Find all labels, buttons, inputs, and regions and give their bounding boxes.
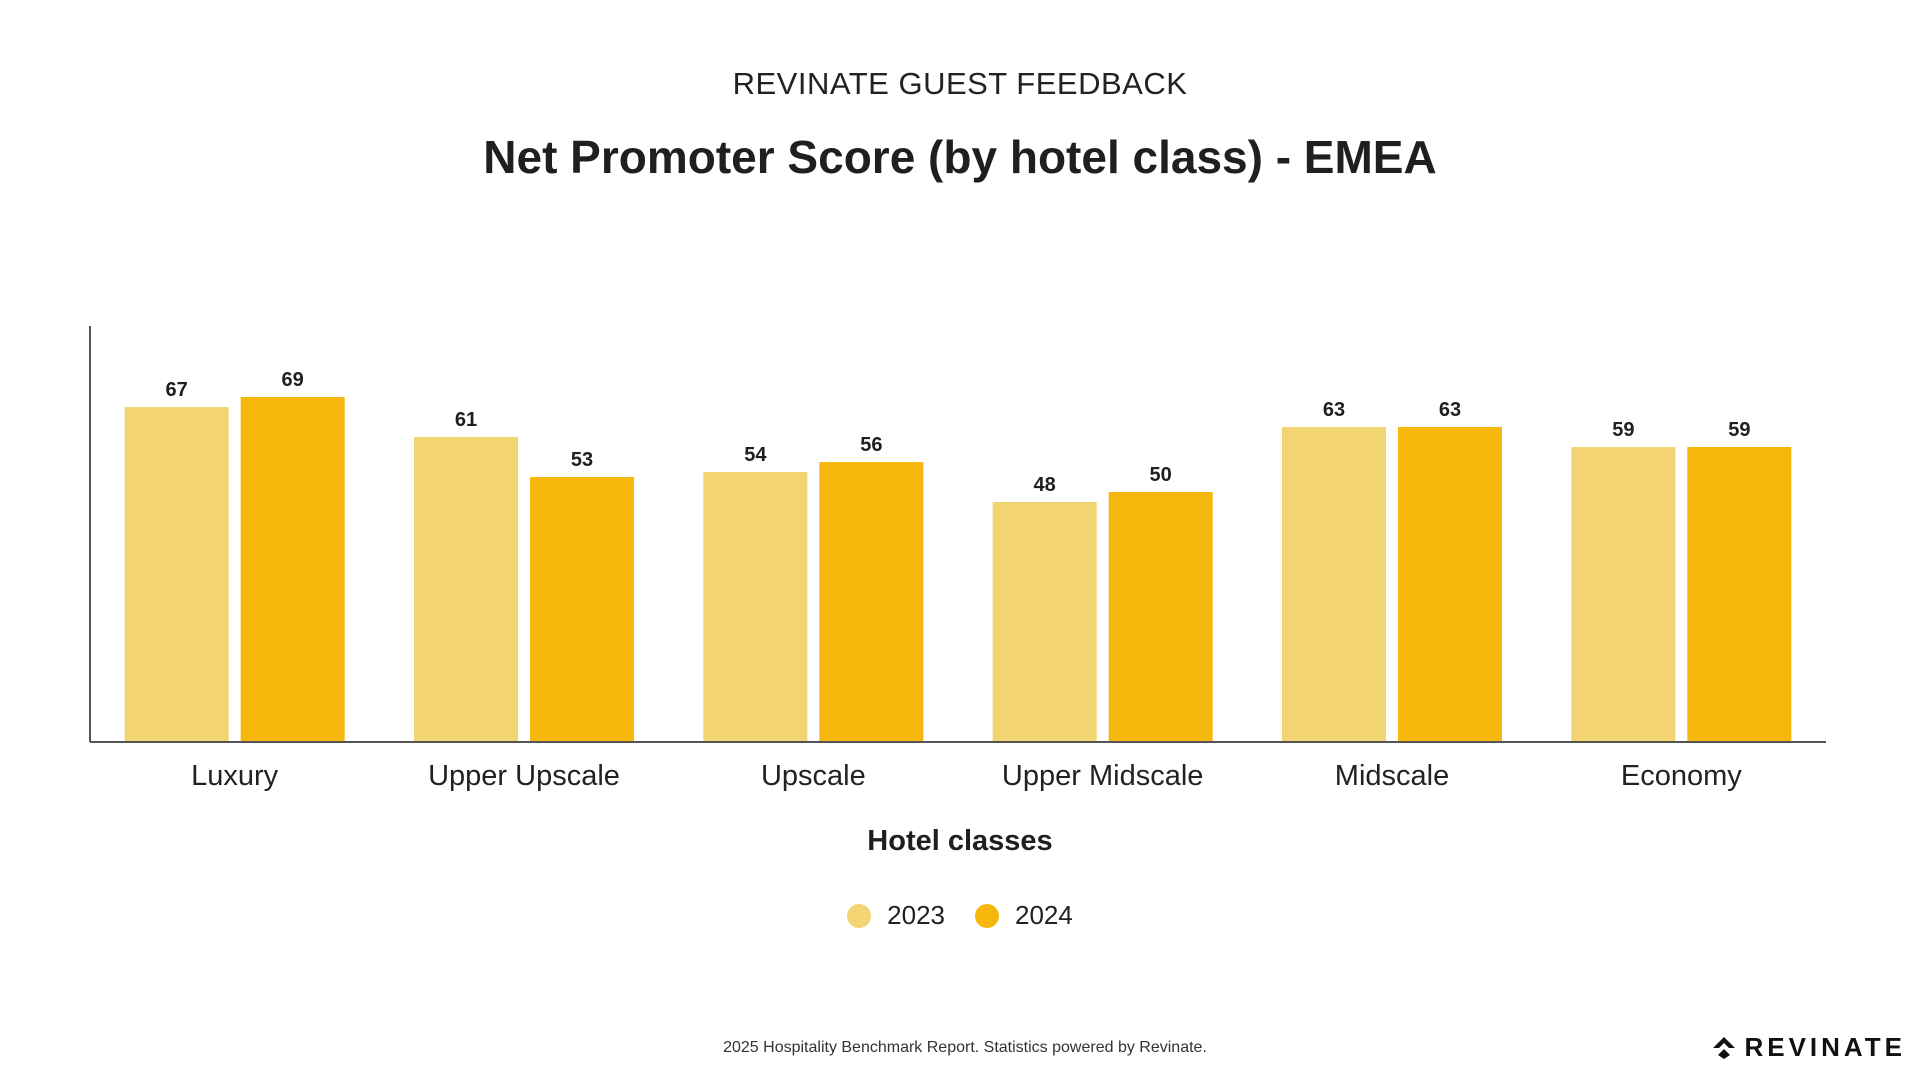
legend: 2023 2024 <box>0 900 1920 931</box>
legend-label-2024: 2024 <box>1015 900 1073 930</box>
data-label-upper-midscale-2023: 48 <box>1034 474 1056 496</box>
bar-luxury-2024 <box>240 397 345 742</box>
data-label-luxury-2024: 69 <box>282 369 304 391</box>
bar-upper-midscale-2023 <box>992 502 1097 742</box>
data-label-upper-upscale-2024: 53 <box>571 449 593 471</box>
bar-upper-midscale-2024 <box>1108 492 1213 742</box>
data-label-luxury-2023: 67 <box>166 379 188 401</box>
x-axis-label: Hotel classes <box>867 825 1053 857</box>
bar-economy-2024 <box>1687 447 1792 742</box>
bars-group: 67 69 61 53 54 56 48 50 63 63 59 59 <box>124 369 1792 742</box>
bar-midscale-2024 <box>1398 427 1502 742</box>
bar-midscale-2023 <box>1282 427 1386 742</box>
bar-upscale-2023 <box>703 472 808 742</box>
data-label-midscale-2023: 63 <box>1323 399 1345 421</box>
data-label-economy-2023: 59 <box>1612 419 1634 441</box>
bar-luxury-2023 <box>124 407 229 742</box>
x-tick-label-midscale: Midscale <box>1335 760 1449 792</box>
legend-label-2023: 2023 <box>887 900 945 930</box>
logo-text: REVINATE <box>1744 1032 1906 1062</box>
bar-upper-upscale-2024 <box>530 477 634 742</box>
data-label-upper-midscale-2024: 50 <box>1150 464 1172 486</box>
data-label-upscale-2024: 56 <box>860 434 882 456</box>
chart-title: Net Promoter Score (by hotel class) - EM… <box>483 131 1437 183</box>
legend-item-2023: 2023 <box>847 900 945 931</box>
legend-swatch-2024 <box>975 903 999 928</box>
chart-supertitle: REVINATE GUEST FEEDBACK <box>732 66 1188 101</box>
x-tick-label-economy: Economy <box>1621 760 1742 792</box>
legend-item-2024: 2024 <box>975 900 1073 931</box>
x-tick-label-luxury: Luxury <box>191 760 279 792</box>
revinate-logo: REVINATE <box>1712 1032 1906 1063</box>
legend-swatch-2023 <box>847 903 872 928</box>
axes-group: Luxury Upper Upscale Upscale Upper Midscale… <box>89 326 1826 792</box>
x-tick-label-upper-midscale: Upper Midscale <box>1002 760 1203 792</box>
footer-note: 2025 Hospitality Benchmark Report. Stati… <box>723 1039 1207 1056</box>
bar-chart: 67 69 61 53 54 56 48 50 63 63 59 59 Luxury Upper Ups… <box>89 326 1826 792</box>
bar-upper-upscale-2023 <box>414 437 518 742</box>
x-tick-label-upper-upscale: Upper Upscale <box>428 760 620 792</box>
data-label-upper-upscale-2023: 61 <box>455 409 477 431</box>
data-label-upscale-2023: 54 <box>744 444 767 466</box>
bar-economy-2023 <box>1571 447 1676 742</box>
revinate-logo-icon <box>1713 1036 1736 1059</box>
data-label-midscale-2024: 63 <box>1439 399 1461 421</box>
bar-upscale-2024 <box>819 462 924 742</box>
data-label-economy-2024: 59 <box>1728 419 1750 441</box>
x-tick-label-upscale: Upscale <box>761 760 866 792</box>
